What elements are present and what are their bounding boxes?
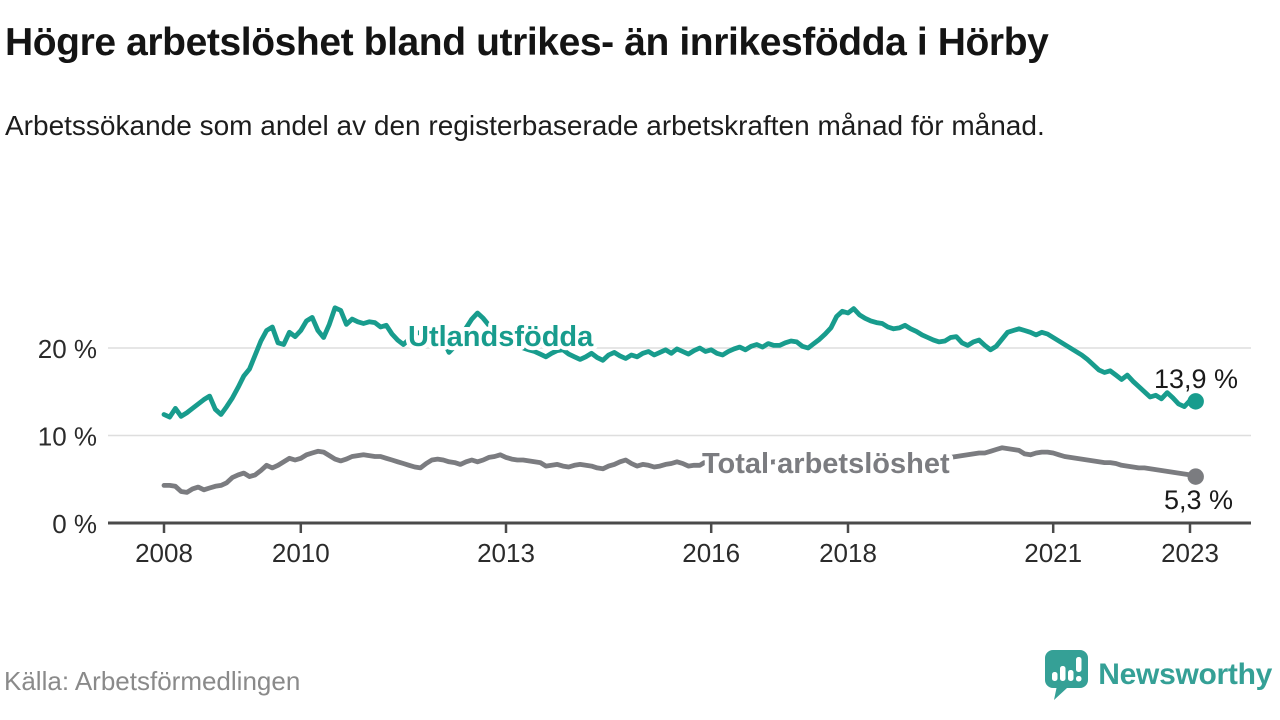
page-title: Högre arbetslöshet bland utrikes- än inr… [5,21,1049,64]
series-end-dot-0 [1187,393,1204,410]
chart-subtitle: Arbetssökande som andel av den registerb… [5,110,1045,141]
y-axis-label: 20 % [38,334,97,364]
series-end-dot-1 [1187,468,1204,485]
chart-header: Högre arbetslöshet bland utrikes- än inr… [5,18,1049,145]
x-axis-label: 2010 [272,538,330,568]
series-label-total-arbetsloshet: Total arbetslöshet [702,448,950,480]
gridlines-group: 0 % 10 % 20 % [38,334,1251,539]
y-axis-label: 0 % [52,509,97,539]
x-axis-group: 2008 2010 2013 2016 2018 2021 2023 [108,521,1251,568]
end-value-label-total: 5,3 % [1164,485,1233,515]
series-lines-group [161,305,1199,495]
x-axis-label: 2018 [819,538,877,568]
x-axis-label: 2016 [682,538,740,568]
series-label-utlandsfodda: Utlandsfödda [408,321,594,353]
x-axis-label: 2021 [1024,538,1082,568]
y-axis-label: 10 % [38,422,97,452]
x-axis-label: 2008 [135,538,193,568]
end-dots-group [1187,393,1204,485]
series-line-1 [161,445,1199,495]
x-axis-label: 2023 [1161,538,1219,568]
x-axis-label: 2013 [477,538,535,568]
brand-name: Newsworthy [1098,658,1272,691]
brand-logo: Newsworthy [1043,649,1272,701]
newsworthy-icon [1045,650,1089,700]
end-value-label-utlandsfodda: 13,9 % [1154,364,1238,394]
series-line-0 [161,305,1199,420]
source-credit: Källa: Arbetsförmedlingen [4,666,301,696]
